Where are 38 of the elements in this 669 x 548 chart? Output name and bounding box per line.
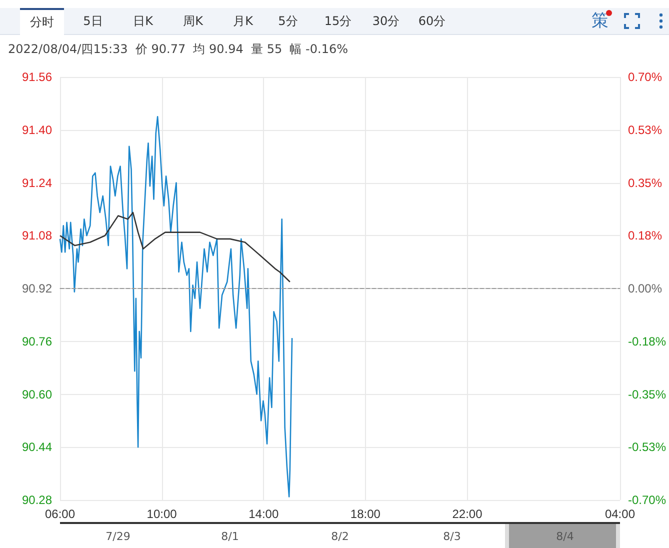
text: 60分: [417, 13, 447, 30]
chart-title: 2022/08/04/四15:33 价 90.77 均 90.94 量 55 幅 -0.16%: [8, 41, 348, 58]
y-tick-label: 90.92: [22, 282, 52, 296]
y2-tick-label: 0.00%: [628, 282, 662, 296]
y-tick-label: 91.08: [22, 228, 52, 243]
text: 日K: [132, 13, 154, 30]
y-tick-label: 91.56: [22, 70, 52, 84]
y2-tick-label: -0.35%: [628, 387, 666, 402]
text: 策: [590, 10, 610, 33]
text: 周K: [182, 13, 204, 30]
y-tick-label: 90.76: [22, 334, 52, 348]
text: 15分: [323, 13, 353, 30]
y2-tick-label: 0.35%: [628, 176, 662, 190]
text: 月K: [232, 13, 254, 30]
y-tick-label: 90.28: [22, 493, 52, 507]
y-tick-label: 91.40: [22, 122, 52, 137]
y2-tick-label: 0.53%: [628, 122, 662, 137]
x-tick-label: 04:00: [604, 507, 636, 521]
text: 30分: [371, 13, 401, 30]
x-tick-label: 10:00: [146, 507, 178, 521]
range-slider: 7/29 8/1 8/2 8/3 8/4: [60, 522, 620, 548]
x-tick-label: 06:00: [44, 507, 76, 521]
text: 5分: [277, 13, 299, 30]
y-tick-label: 90.60: [22, 387, 52, 402]
x-tick-label: 22:00: [452, 507, 483, 521]
y2-tick-label: -0.18%: [628, 334, 666, 348]
line-series: [59, 116, 293, 498]
y2-tick-label: -0.70%: [628, 493, 666, 507]
y2-tick-label: 0.18%: [628, 228, 662, 243]
x-tick-label: 18:00: [350, 507, 381, 521]
line-series: [59, 212, 291, 283]
text: 5日: [82, 13, 104, 30]
x-tick-label: 14:00: [248, 507, 279, 521]
y2-tick-label: 0.70%: [628, 70, 662, 84]
text: 分时: [20, 8, 64, 37]
y-tick-label: 90.44: [22, 440, 52, 454]
y-tick-label: 91.24: [22, 176, 52, 190]
y2-tick-label: -0.53%: [628, 440, 666, 454]
